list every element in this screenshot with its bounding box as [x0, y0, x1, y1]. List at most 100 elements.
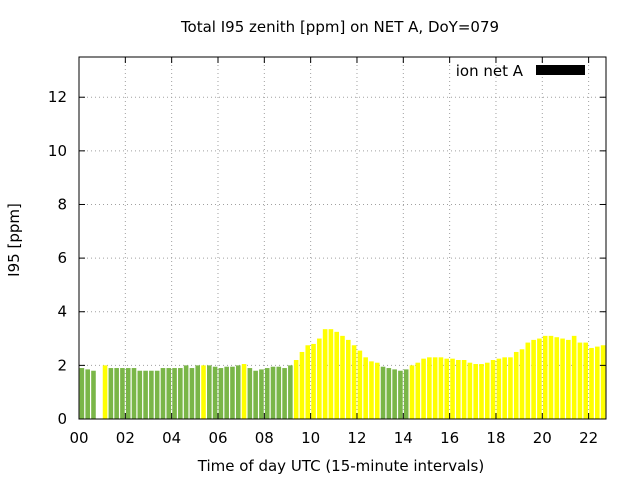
bar	[502, 357, 507, 419]
bar	[189, 368, 195, 419]
y-tick-label: 4	[57, 303, 67, 321]
bar	[571, 335, 577, 419]
bar	[178, 368, 183, 419]
bar	[137, 370, 143, 419]
bar	[212, 366, 218, 419]
bar	[409, 365, 415, 419]
y-tick-label: 12	[48, 88, 67, 106]
bar	[149, 370, 154, 419]
y-tick-label: 8	[57, 195, 67, 213]
bar	[467, 362, 473, 419]
bar	[548, 335, 554, 419]
y-axis-label: I95 [ppm]	[5, 203, 23, 277]
bar	[600, 345, 606, 419]
x-tick-label: 04	[162, 429, 181, 447]
bar	[421, 358, 426, 419]
bar	[282, 368, 287, 419]
legend-label: ion net A	[456, 62, 524, 80]
bar	[479, 364, 484, 419]
bar	[160, 368, 166, 419]
bar	[270, 366, 276, 419]
x-tick-label: 02	[116, 429, 135, 447]
bar	[351, 345, 357, 419]
bar	[241, 364, 247, 419]
bar	[607, 336, 612, 419]
x-axis-label: Time of day UTC (15-minute intervals)	[197, 457, 484, 475]
bar	[218, 368, 224, 419]
bar	[195, 365, 201, 419]
bar	[398, 370, 403, 419]
bar	[380, 366, 386, 419]
y-tick-labels: 0 2 4 6 8 10 12	[48, 88, 67, 428]
bar	[79, 368, 85, 419]
bar	[201, 365, 206, 419]
bar	[525, 342, 531, 419]
bar-series	[79, 329, 612, 419]
axes	[78, 56, 607, 420]
bar	[230, 366, 235, 419]
bar	[288, 365, 293, 419]
bar	[537, 338, 542, 419]
bar	[340, 335, 345, 419]
x-tick-label: 14	[394, 429, 413, 447]
bar	[386, 368, 392, 419]
bar	[276, 366, 282, 419]
bar	[513, 351, 519, 419]
x-tick-label: 20	[533, 429, 552, 447]
bar	[311, 343, 316, 419]
bar	[369, 361, 374, 419]
bar	[253, 370, 258, 419]
x-tick-label: 12	[347, 429, 366, 447]
bar	[595, 346, 600, 419]
bar	[392, 369, 397, 419]
bar	[508, 357, 513, 419]
bar	[560, 338, 565, 419]
legend-swatch	[536, 65, 585, 75]
bar	[357, 350, 363, 419]
bar	[131, 368, 137, 419]
x-tick-labels: 00 02 04 06 08 10 12 14 16 18 20 22	[69, 429, 598, 447]
bar	[317, 338, 322, 419]
bar	[589, 347, 594, 419]
bar	[166, 368, 172, 419]
x-tick-label: 22	[579, 429, 598, 447]
bar	[531, 339, 536, 419]
bar	[444, 358, 450, 419]
bar	[114, 368, 119, 419]
bar	[490, 360, 496, 419]
bar	[154, 370, 160, 419]
bar	[583, 342, 589, 419]
bar	[264, 368, 270, 419]
bar	[108, 368, 114, 419]
bar	[334, 331, 339, 419]
bar	[305, 345, 311, 419]
bar	[125, 368, 131, 419]
bar	[143, 370, 148, 419]
bar	[542, 335, 548, 419]
bar	[235, 365, 241, 419]
bar	[484, 362, 490, 419]
bar	[403, 369, 409, 419]
grid-lines	[79, 57, 606, 419]
bar	[183, 365, 189, 419]
bar	[461, 360, 467, 419]
bar	[172, 368, 177, 419]
y-tick-label: 2	[57, 356, 67, 374]
bar	[577, 342, 583, 419]
bar	[102, 365, 108, 419]
bar	[91, 370, 96, 419]
y-tick-label: 0	[57, 410, 67, 428]
bar	[328, 329, 334, 419]
bar	[322, 329, 328, 419]
bar	[247, 368, 253, 419]
chart-title: Total I95 zenith [ppm] on NET A, DoY=079	[180, 18, 499, 36]
x-tick-label: 16	[440, 429, 459, 447]
x-tick-label: 06	[208, 429, 227, 447]
bar	[259, 369, 264, 419]
bar	[456, 360, 461, 419]
y-tick-label: 10	[48, 142, 67, 160]
bar	[554, 337, 560, 419]
bar	[299, 351, 305, 419]
plot-border	[78, 56, 607, 420]
